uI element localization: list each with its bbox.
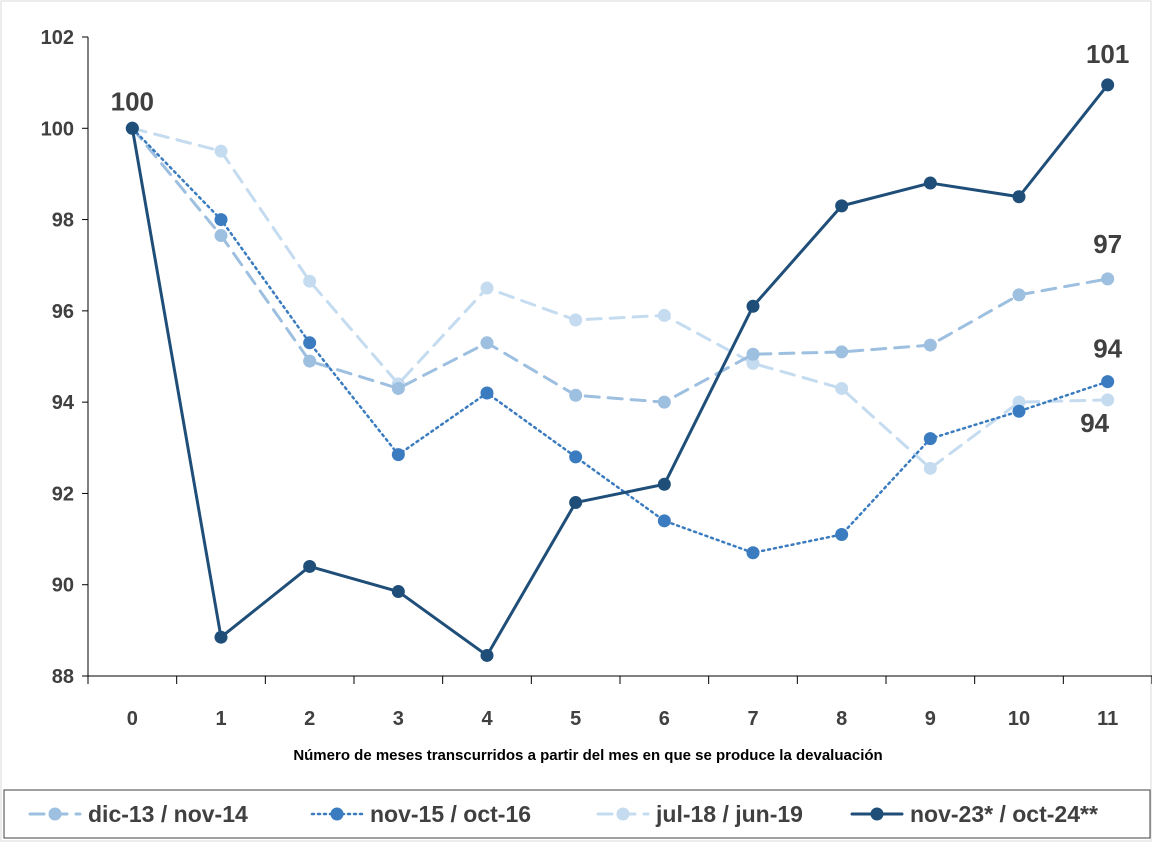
data-point: [923, 176, 937, 190]
series-layer: [125, 78, 1115, 662]
series-1: [125, 121, 1115, 560]
x-axis-title: Número de meses transcurridos a partir d…: [293, 747, 882, 764]
data-point: [125, 121, 139, 135]
x-tick-label: 11: [1097, 708, 1118, 730]
data-point: [303, 336, 317, 350]
series-line: [131, 127, 1109, 555]
data-point: [1101, 393, 1115, 407]
data-point: [923, 432, 937, 446]
data-point: [303, 559, 317, 573]
data-point: [1012, 288, 1026, 302]
data-point: [569, 496, 583, 510]
legend: dic-13 / nov-14 nov-15 / oct-16 jul-18 / j…: [28, 801, 1098, 827]
data-point: [657, 477, 671, 491]
legend-label: nov-15 / oct-16: [370, 801, 531, 827]
data-point: [923, 461, 937, 475]
data-point: [303, 274, 317, 288]
x-tick-label: 0: [127, 708, 138, 730]
data-point: [569, 450, 583, 464]
series-line: [130, 126, 1110, 470]
legend-swatch-marker: [330, 807, 344, 821]
x-tick-label: 8: [836, 708, 847, 730]
legend-label: jul-18 / jun-19: [655, 801, 803, 827]
y-tick-label: 90: [52, 575, 74, 597]
data-point: [923, 338, 937, 352]
data-point: [391, 381, 405, 395]
x-tick-label: 9: [925, 708, 936, 730]
legend-label: nov-23* / oct-24**: [910, 801, 1098, 827]
x-tick-label: 2: [304, 708, 315, 730]
legend-swatch-marker: [870, 807, 884, 821]
legend-item-3: nov-23* / oct-24**: [850, 801, 1098, 827]
y-tick-label: 102: [41, 27, 74, 49]
data-point: [1012, 404, 1026, 418]
data-point: [746, 546, 760, 560]
data-point: [746, 356, 760, 370]
legend-label: dic-13 / nov-14: [88, 801, 248, 827]
data-point: [480, 336, 494, 350]
data-point: [391, 448, 405, 462]
data-point: [214, 213, 228, 227]
data-point: [1101, 375, 1115, 389]
annotation-layer: 100 101 97 94 94: [111, 39, 1130, 438]
x-tick-label: 4: [481, 708, 493, 730]
y-tick-label: 100: [41, 118, 74, 140]
y-tick-label: 98: [52, 210, 74, 232]
data-point: [1101, 78, 1115, 92]
data-point: [657, 514, 671, 528]
data-point: [480, 648, 494, 662]
y-tick-label: 92: [52, 483, 74, 505]
value-label: 100: [111, 86, 154, 116]
value-label: 101: [1086, 39, 1129, 69]
data-point: [835, 345, 849, 359]
series-3: [125, 78, 1115, 662]
value-label: 97: [1093, 229, 1122, 259]
data-point: [835, 528, 849, 542]
legend-box: [3, 789, 1151, 839]
legend-item-2: jul-18 / jun-19: [596, 801, 803, 827]
data-point: [1101, 272, 1115, 286]
y-tick-label: 96: [52, 301, 74, 323]
x-tick-label: 1: [215, 708, 226, 730]
data-point: [480, 281, 494, 295]
legend-item-1: nov-15 / oct-16: [310, 801, 531, 827]
data-point: [214, 630, 228, 644]
x-tick-label: 10: [1008, 708, 1030, 730]
legend-item-0: dic-13 / nov-14: [28, 801, 248, 827]
data-point: [303, 354, 317, 368]
y-tick-label: 88: [52, 666, 74, 688]
data-point: [657, 395, 671, 409]
data-point: [214, 144, 228, 158]
data-point: [835, 381, 849, 395]
x-tick-label: 7: [747, 708, 758, 730]
data-point: [214, 229, 228, 243]
data-point: [391, 585, 405, 599]
x-tick-label: 5: [570, 708, 581, 730]
value-label: 94: [1093, 334, 1122, 364]
legend-swatch-marker: [48, 807, 62, 821]
data-point: [835, 199, 849, 213]
data-point: [569, 313, 583, 327]
data-point: [1012, 190, 1026, 204]
x-tick-label: 6: [659, 708, 670, 730]
value-label: 94: [1080, 408, 1109, 438]
axes: 88 90 92 94 96 98 100 102 0 1 2 3 4 5 6 7 8 9 10 11: [41, 27, 1152, 730]
data-point: [657, 308, 671, 322]
y-tick-label: 94: [52, 392, 75, 414]
series-line: [130, 126, 1110, 404]
series-line: [130, 83, 1110, 657]
data-point: [569, 388, 583, 402]
data-point: [746, 299, 760, 313]
data-point: [746, 347, 760, 361]
legend-swatch-marker: [616, 807, 630, 821]
data-point: [1012, 395, 1026, 409]
data-point: [480, 386, 494, 400]
x-tick-label: 3: [393, 708, 404, 730]
